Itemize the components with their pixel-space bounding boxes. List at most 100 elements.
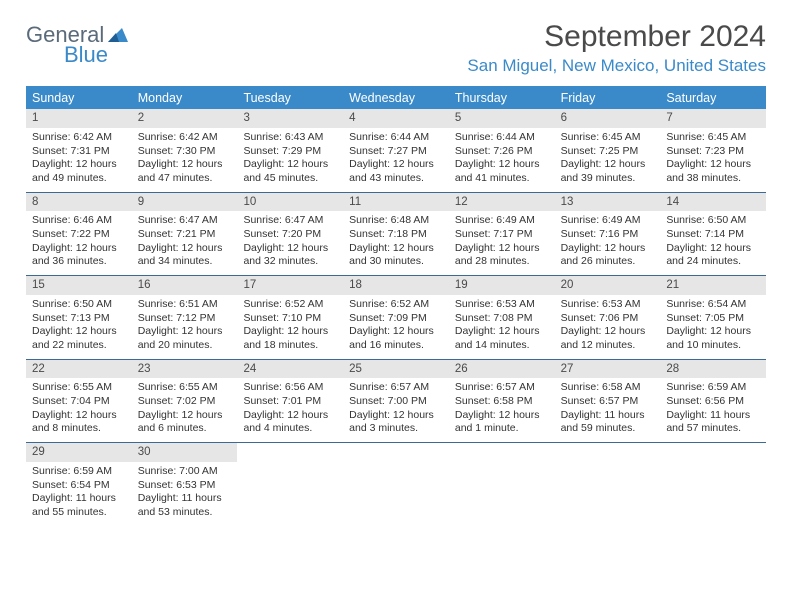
- day-number: 14: [660, 193, 766, 212]
- day-cell: 21Sunrise: 6:54 AMSunset: 7:05 PMDayligh…: [660, 276, 766, 359]
- day-line: and 16 minutes.: [349, 339, 445, 353]
- week-row: 8Sunrise: 6:46 AMSunset: 7:22 PMDaylight…: [26, 193, 766, 277]
- day-cell: 23Sunrise: 6:55 AMSunset: 7:02 PMDayligh…: [132, 360, 238, 443]
- day-number: 23: [132, 360, 238, 379]
- day-line: Sunset: 7:31 PM: [32, 145, 128, 159]
- day-line: Sunset: 7:26 PM: [455, 145, 551, 159]
- day-line: Daylight: 11 hours: [138, 492, 234, 506]
- day-line: Daylight: 12 hours: [138, 325, 234, 339]
- day-body: Sunrise: 6:56 AMSunset: 7:01 PMDaylight:…: [237, 378, 343, 442]
- day-number: 19: [449, 276, 555, 295]
- day-line: Sunset: 7:12 PM: [138, 312, 234, 326]
- day-number: 24: [237, 360, 343, 379]
- day-body: Sunrise: 6:57 AMSunset: 7:00 PMDaylight:…: [343, 378, 449, 442]
- day-line: Sunset: 6:54 PM: [32, 479, 128, 493]
- day-line: and 10 minutes.: [666, 339, 762, 353]
- day-line: Sunrise: 6:56 AM: [243, 381, 339, 395]
- month-title: September 2024: [467, 20, 766, 54]
- day-line: Sunset: 6:56 PM: [666, 395, 762, 409]
- day-number: 29: [26, 443, 132, 462]
- day-line: Daylight: 12 hours: [138, 242, 234, 256]
- week-row: 29Sunrise: 6:59 AMSunset: 6:54 PMDayligh…: [26, 443, 766, 526]
- day-cell: 25Sunrise: 6:57 AMSunset: 7:00 PMDayligh…: [343, 360, 449, 443]
- day-line: Sunrise: 6:47 AM: [138, 214, 234, 228]
- day-line: and 36 minutes.: [32, 255, 128, 269]
- day-cell: 27Sunrise: 6:58 AMSunset: 6:57 PMDayligh…: [555, 360, 661, 443]
- week-row: 1Sunrise: 6:42 AMSunset: 7:31 PMDaylight…: [26, 109, 766, 193]
- logo: General Blue: [26, 20, 128, 66]
- day-line: Sunset: 7:18 PM: [349, 228, 445, 242]
- day-body: Sunrise: 6:59 AMSunset: 6:56 PMDaylight:…: [660, 378, 766, 442]
- day-line: Daylight: 12 hours: [561, 242, 657, 256]
- day-line: Sunset: 7:00 PM: [349, 395, 445, 409]
- day-body: Sunrise: 6:54 AMSunset: 7:05 PMDaylight:…: [660, 295, 766, 359]
- day-body: Sunrise: 6:59 AMSunset: 6:54 PMDaylight:…: [26, 462, 132, 526]
- day-body: Sunrise: 6:42 AMSunset: 7:31 PMDaylight:…: [26, 128, 132, 192]
- header: General Blue September 2024 San Miguel, …: [26, 20, 766, 76]
- day-number: 12: [449, 193, 555, 212]
- day-line: Daylight: 12 hours: [455, 158, 551, 172]
- day-line: Sunrise: 6:45 AM: [666, 131, 762, 145]
- day-cell: 10Sunrise: 6:47 AMSunset: 7:20 PMDayligh…: [237, 193, 343, 276]
- day-body: Sunrise: 6:47 AMSunset: 7:21 PMDaylight:…: [132, 211, 238, 275]
- day-line: and 8 minutes.: [32, 422, 128, 436]
- day-body: Sunrise: 6:47 AMSunset: 7:20 PMDaylight:…: [237, 211, 343, 275]
- day-line: Sunset: 7:04 PM: [32, 395, 128, 409]
- day-body: Sunrise: 6:53 AMSunset: 7:06 PMDaylight:…: [555, 295, 661, 359]
- day-line: Daylight: 11 hours: [666, 409, 762, 423]
- day-cell: 8Sunrise: 6:46 AMSunset: 7:22 PMDaylight…: [26, 193, 132, 276]
- day-line: Daylight: 12 hours: [666, 158, 762, 172]
- title-block: September 2024 San Miguel, New Mexico, U…: [467, 20, 766, 76]
- empty-cell: [449, 443, 555, 526]
- day-number: 5: [449, 109, 555, 128]
- day-line: Sunrise: 6:51 AM: [138, 298, 234, 312]
- day-body: Sunrise: 6:45 AMSunset: 7:25 PMDaylight:…: [555, 128, 661, 192]
- day-line: Sunrise: 6:42 AM: [32, 131, 128, 145]
- day-line: Sunset: 7:08 PM: [455, 312, 551, 326]
- day-line: Sunset: 7:05 PM: [666, 312, 762, 326]
- day-cell: 12Sunrise: 6:49 AMSunset: 7:17 PMDayligh…: [449, 193, 555, 276]
- day-line: Sunrise: 6:57 AM: [455, 381, 551, 395]
- day-line: Daylight: 12 hours: [243, 325, 339, 339]
- weekday-header-row: Sunday Monday Tuesday Wednesday Thursday…: [26, 88, 766, 109]
- day-line: Sunrise: 6:44 AM: [455, 131, 551, 145]
- day-line: Sunrise: 6:43 AM: [243, 131, 339, 145]
- day-line: Daylight: 12 hours: [561, 325, 657, 339]
- day-line: Daylight: 12 hours: [349, 409, 445, 423]
- day-line: Sunset: 7:22 PM: [32, 228, 128, 242]
- day-line: Sunset: 7:16 PM: [561, 228, 657, 242]
- day-line: Sunrise: 6:50 AM: [666, 214, 762, 228]
- day-cell: 11Sunrise: 6:48 AMSunset: 7:18 PMDayligh…: [343, 193, 449, 276]
- day-number: 7: [660, 109, 766, 128]
- day-line: Sunset: 7:14 PM: [666, 228, 762, 242]
- day-line: Sunrise: 6:59 AM: [666, 381, 762, 395]
- day-cell: 14Sunrise: 6:50 AMSunset: 7:14 PMDayligh…: [660, 193, 766, 276]
- day-line: and 14 minutes.: [455, 339, 551, 353]
- day-cell: 24Sunrise: 6:56 AMSunset: 7:01 PMDayligh…: [237, 360, 343, 443]
- day-line: and 26 minutes.: [561, 255, 657, 269]
- day-line: Daylight: 12 hours: [243, 242, 339, 256]
- day-body: Sunrise: 6:42 AMSunset: 7:30 PMDaylight:…: [132, 128, 238, 192]
- day-line: and 1 minute.: [455, 422, 551, 436]
- day-line: Sunrise: 6:52 AM: [243, 298, 339, 312]
- weekday-header: Thursday: [449, 88, 555, 109]
- day-line: Sunrise: 7:00 AM: [138, 465, 234, 479]
- day-body: Sunrise: 6:57 AMSunset: 6:58 PMDaylight:…: [449, 378, 555, 442]
- day-line: Sunset: 7:17 PM: [455, 228, 551, 242]
- day-line: Daylight: 12 hours: [666, 325, 762, 339]
- day-number: 2: [132, 109, 238, 128]
- day-line: and 32 minutes.: [243, 255, 339, 269]
- day-number: 3: [237, 109, 343, 128]
- day-line: Sunrise: 6:57 AM: [349, 381, 445, 395]
- day-number: 17: [237, 276, 343, 295]
- day-body: Sunrise: 6:44 AMSunset: 7:26 PMDaylight:…: [449, 128, 555, 192]
- day-body: Sunrise: 6:49 AMSunset: 7:17 PMDaylight:…: [449, 211, 555, 275]
- day-line: Sunset: 7:13 PM: [32, 312, 128, 326]
- day-line: and 53 minutes.: [138, 506, 234, 520]
- day-line: Sunset: 7:02 PM: [138, 395, 234, 409]
- day-cell: 9Sunrise: 6:47 AMSunset: 7:21 PMDaylight…: [132, 193, 238, 276]
- day-number: 21: [660, 276, 766, 295]
- day-line: Sunrise: 6:42 AM: [138, 131, 234, 145]
- weekday-header: Friday: [555, 88, 661, 109]
- day-cell: 15Sunrise: 6:50 AMSunset: 7:13 PMDayligh…: [26, 276, 132, 359]
